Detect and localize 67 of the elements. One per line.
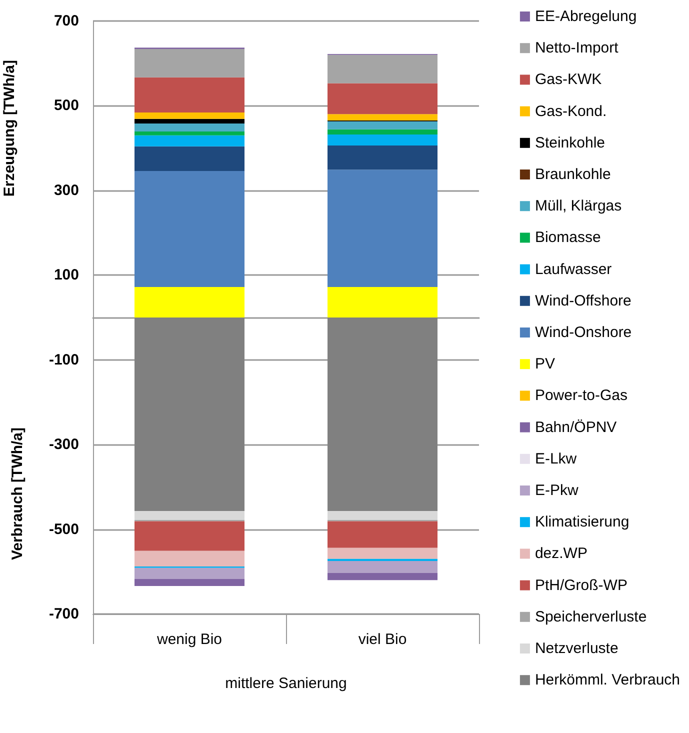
legend-label: PtH/Groß-WP — [534, 576, 628, 594]
legend-label: Wind-Offshore — [534, 292, 632, 310]
x-tick-label: wenig Bio — [156, 631, 222, 648]
bar — [134, 578, 244, 586]
bar — [328, 54, 438, 84]
bar — [134, 48, 244, 78]
y-tick-label: 300 — [54, 182, 79, 199]
bar — [328, 511, 438, 520]
x-tick-label: viel Bio — [358, 631, 407, 648]
legend-label: Klimatisierung — [534, 514, 630, 531]
legend-label: Braunkohle — [534, 166, 611, 183]
legend-label: Netto-Import — [534, 40, 620, 57]
bar — [328, 129, 438, 135]
legend-label: Wind-Onshore — [534, 324, 632, 341]
x-axis-title: mittlere Sanierung — [225, 675, 347, 692]
bar — [328, 558, 438, 562]
bar — [134, 77, 244, 112]
bar — [328, 146, 438, 170]
bar — [134, 550, 244, 567]
legend-label: Netzverluste — [534, 640, 618, 657]
bar — [134, 112, 244, 119]
bar — [134, 521, 244, 551]
legend-label: PV — [534, 356, 555, 373]
bar — [134, 132, 244, 136]
bar — [134, 146, 244, 171]
y-tick-label: -300 — [48, 436, 79, 454]
y-tick-label: 500 — [54, 97, 79, 114]
bar — [328, 287, 438, 318]
bar — [328, 170, 438, 288]
bar — [134, 318, 244, 512]
text: Verbrauch [TWh/a] — [9, 427, 26, 560]
bar — [134, 568, 244, 579]
bar — [134, 287, 244, 318]
y-tick-label: 100 — [54, 266, 79, 284]
legend-label: E-Lkw — [534, 450, 577, 468]
legend-label: Gas-KWK — [534, 71, 602, 88]
bar — [134, 135, 244, 146]
legend-label: Steinkohle — [534, 134, 606, 152]
legend-label: Müll, Klärgas — [534, 198, 622, 215]
legend-label: dez.WP — [534, 545, 588, 562]
legend-label: Power-to-Gas — [534, 387, 628, 404]
y-tick-label: -500 — [48, 520, 79, 538]
legend-label: Biomasse — [534, 229, 601, 246]
bar — [328, 121, 438, 130]
y-tick-label: -100 — [48, 351, 79, 368]
bar — [328, 548, 438, 559]
bar — [134, 118, 244, 124]
legend-label: Gas-Kond. — [534, 102, 607, 120]
legend-label: Laufwasser — [534, 260, 612, 278]
y-axis-title: Erzeugung [TWh/a] — [1, 60, 18, 197]
legend-label: Bahn/ÖPNV — [534, 418, 617, 436]
bar — [134, 124, 244, 132]
legend-label: EE-Abregelung — [534, 8, 637, 25]
bar — [328, 572, 438, 580]
bar — [134, 511, 244, 520]
bar — [328, 83, 438, 114]
bar — [134, 170, 244, 288]
y-tick-label: -700 — [48, 606, 79, 622]
legend-label: Speicherverluste — [534, 608, 647, 626]
y-tick-label: 700 — [54, 12, 79, 30]
legend-label: E-Pkw — [534, 482, 578, 499]
bar — [328, 114, 438, 121]
legend-label: Herkömml. Verbrauch — [534, 672, 680, 689]
bar — [328, 318, 438, 512]
bar — [328, 521, 438, 548]
bar — [328, 134, 438, 146]
bar — [328, 561, 438, 573]
